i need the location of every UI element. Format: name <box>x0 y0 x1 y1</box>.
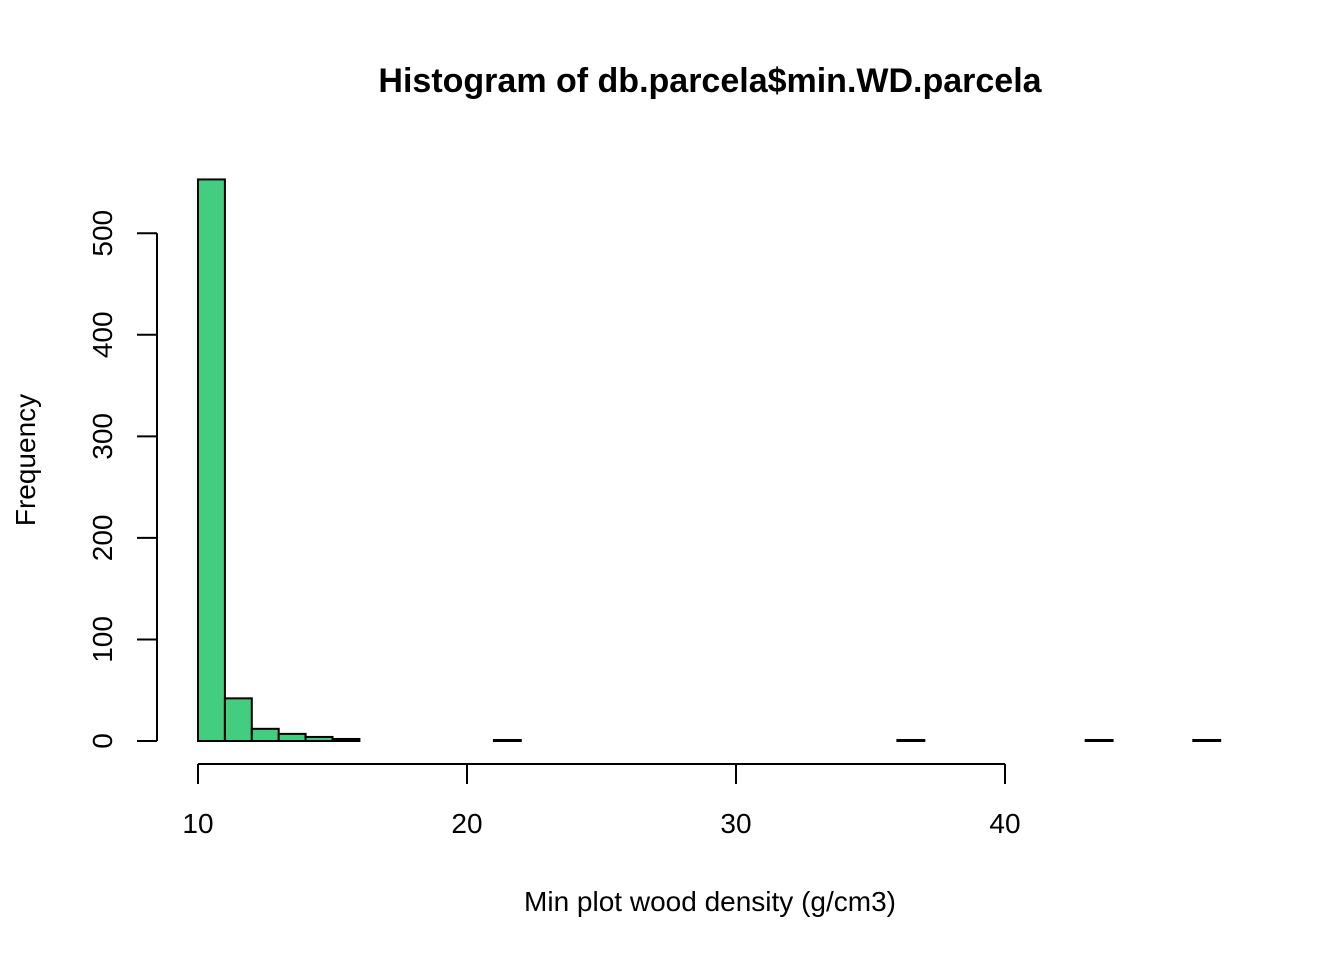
y-tick-label: 100 <box>87 616 118 663</box>
chart-title: Histogram of db.parcela$min.WD.parcela <box>378 62 1042 100</box>
histogram-bar <box>896 738 926 742</box>
y-axis: 0 100 200 300 400 500 <box>87 210 158 749</box>
histogram-bar <box>1084 738 1114 742</box>
y-tick-label: 0 <box>87 733 118 749</box>
histogram-bar <box>223 697 253 742</box>
histogram-bar <box>250 727 280 743</box>
histogram-bar <box>304 735 334 742</box>
histogram-bar <box>331 737 361 742</box>
histogram-bar <box>277 732 307 742</box>
y-tick-label: 400 <box>87 311 118 358</box>
histogram-bar <box>1192 738 1222 742</box>
x-axis-label: Min plot wood density (g/cm3) <box>524 886 896 917</box>
x-tick-label: 10 <box>182 808 213 839</box>
histogram-bar <box>492 738 522 742</box>
bars-group <box>197 178 1222 743</box>
histogram-bar <box>197 178 226 742</box>
y-tick-label: 300 <box>87 413 118 460</box>
x-axis: 10 20 30 40 <box>182 763 1021 839</box>
x-tick-label: 20 <box>451 808 482 839</box>
x-tick-label: 30 <box>720 808 751 839</box>
y-tick-label: 500 <box>87 210 118 257</box>
y-axis-label: Frequency <box>10 394 41 526</box>
x-tick-label: 40 <box>989 808 1020 839</box>
y-tick-label: 200 <box>87 515 118 562</box>
